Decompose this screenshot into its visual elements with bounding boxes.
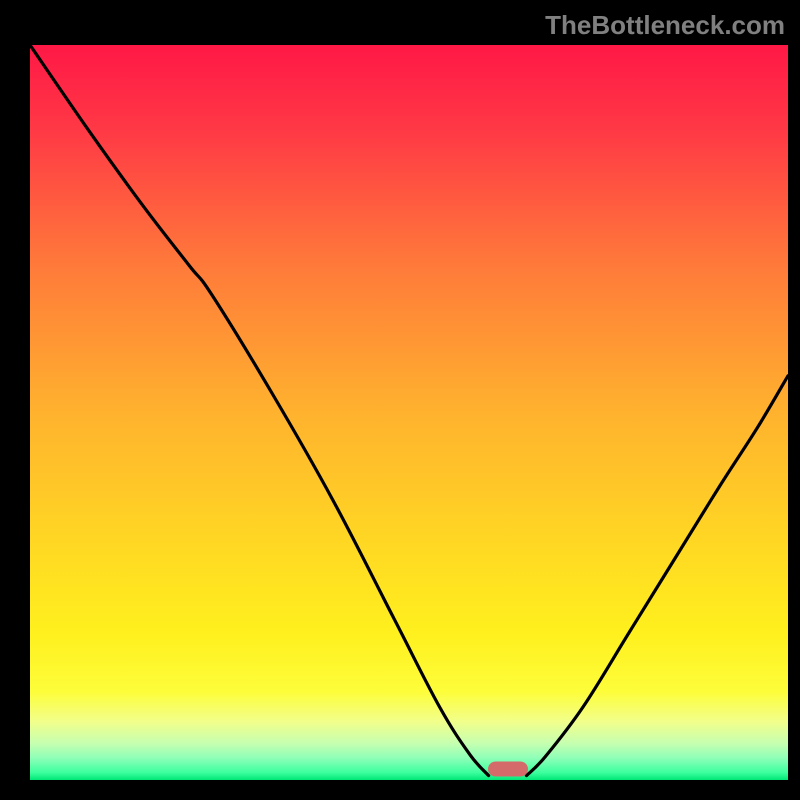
- sweet-spot-marker: [488, 761, 528, 776]
- bottleneck-curve: [30, 45, 788, 780]
- plot-area: [30, 45, 788, 780]
- curve-right-branch: [526, 376, 788, 776]
- curve-left-branch: [30, 45, 489, 776]
- watermark-text: TheBottleneck.com: [545, 10, 785, 41]
